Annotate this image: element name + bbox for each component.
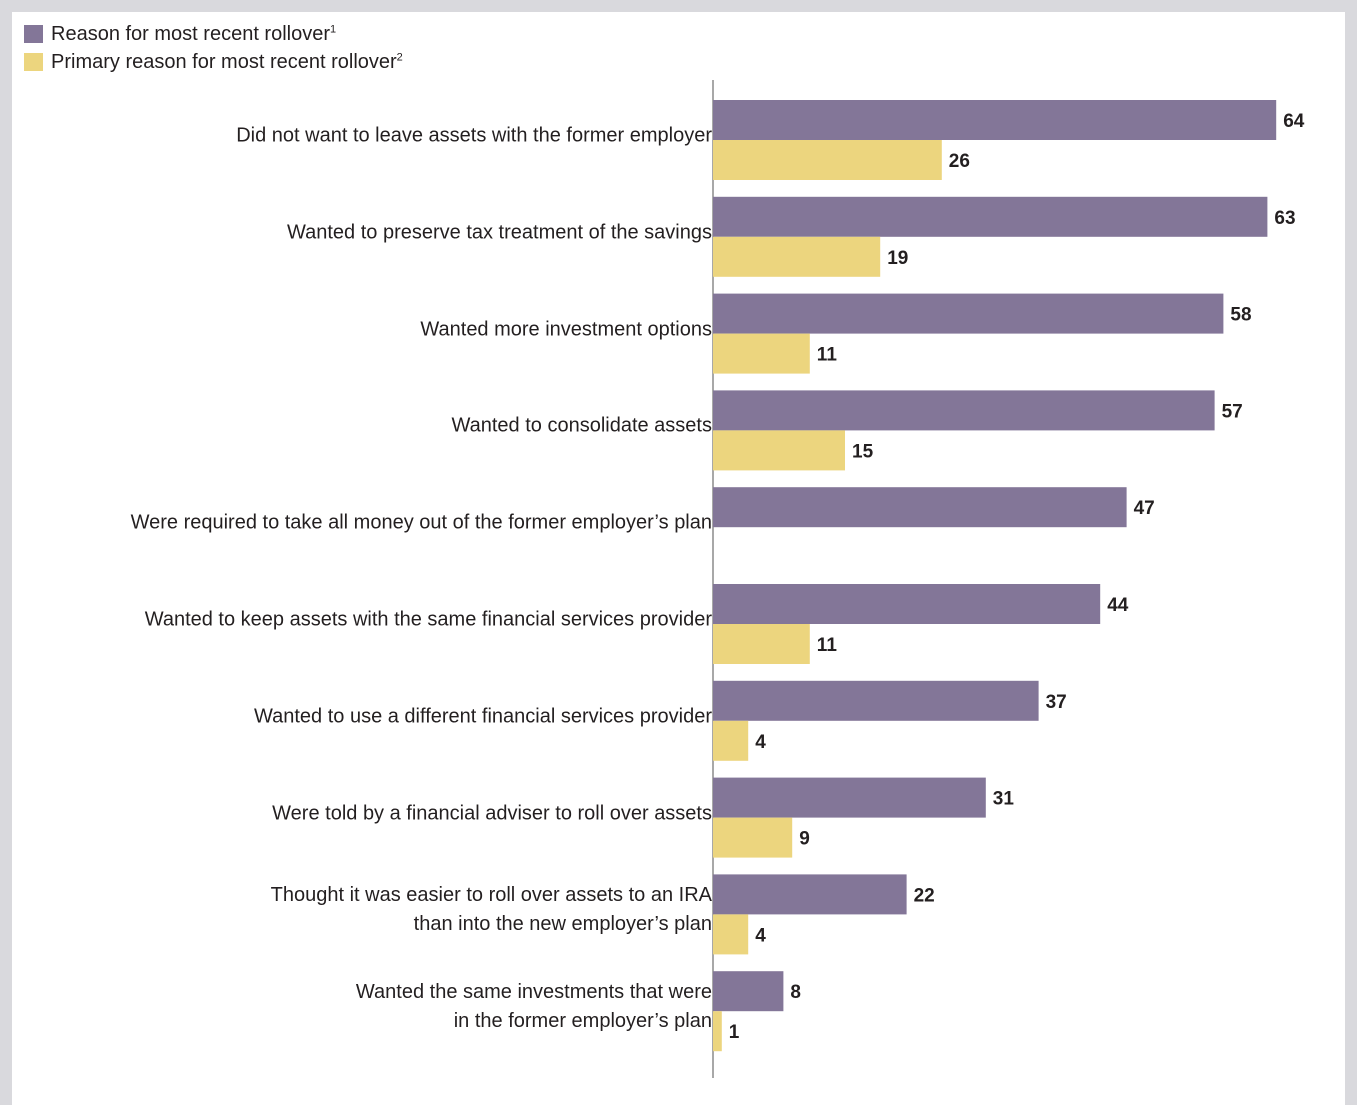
bar-primary-reason bbox=[713, 430, 845, 471]
value-label-primary-reason: 11 bbox=[817, 635, 838, 656]
category-label: Thought it was easier to roll over asset… bbox=[270, 884, 712, 936]
legend-item-primary-reason: Primary reason for most recent rollover2 bbox=[24, 48, 403, 76]
legend-label-reason: Reason for most recent rollover1 bbox=[51, 22, 337, 45]
chart-panel bbox=[12, 12, 1345, 1105]
value-label-primary-reason: 4 bbox=[755, 925, 766, 946]
bar-reason bbox=[713, 100, 1277, 140]
value-label-primary-reason: 1 bbox=[729, 1022, 740, 1043]
value-label-reason: 58 bbox=[1230, 305, 1251, 326]
bar-primary-reason bbox=[713, 817, 793, 858]
value-label-reason: 22 bbox=[914, 885, 935, 906]
legend: Reason for most recent rollover1 Primary… bbox=[24, 20, 403, 76]
value-label-primary-reason: 4 bbox=[755, 732, 766, 753]
bar-reason bbox=[713, 390, 1215, 431]
category-label: Wanted to keep assets with the same fina… bbox=[144, 608, 712, 631]
category-label: Wanted more investment options bbox=[420, 318, 712, 341]
category-label: Wanted to consolidate assets bbox=[451, 414, 712, 437]
category-label: Wanted to use a different financial serv… bbox=[253, 705, 712, 728]
category-label: Did not want to leave assets with the fo… bbox=[236, 124, 712, 147]
bar-reason bbox=[713, 680, 1039, 721]
legend-label-primary-reason: Primary reason for most recent rollover2 bbox=[51, 50, 403, 73]
bar-reason bbox=[713, 874, 907, 915]
value-label-reason: 47 bbox=[1134, 498, 1155, 519]
bar-reason bbox=[713, 293, 1224, 334]
bar-reason bbox=[713, 584, 1101, 624]
legend-swatch-primary-reason bbox=[24, 53, 43, 71]
bar-primary-reason bbox=[713, 720, 749, 761]
value-label-reason: 37 bbox=[1046, 692, 1067, 713]
value-label-reason: 31 bbox=[993, 789, 1015, 810]
value-label-primary-reason: 9 bbox=[799, 829, 810, 850]
value-label-primary-reason: 11 bbox=[817, 345, 838, 366]
bar-primary-reason bbox=[713, 140, 942, 180]
value-label-reason: 64 bbox=[1283, 111, 1305, 132]
category-label: Were required to take all money out of t… bbox=[130, 511, 712, 534]
bar-reason bbox=[713, 971, 784, 1012]
bar-reason bbox=[713, 487, 1127, 528]
value-label-primary-reason: 26 bbox=[949, 151, 970, 172]
value-label-reason: 57 bbox=[1222, 401, 1243, 422]
category-label: Wanted the same investments that were in … bbox=[355, 981, 712, 1033]
bar-primary-reason bbox=[713, 1011, 722, 1052]
bar-primary-reason bbox=[713, 914, 749, 955]
category-label: Were told by a financial adviser to roll… bbox=[272, 802, 712, 825]
legend-swatch-reason bbox=[24, 25, 43, 43]
value-label-primary-reason: 15 bbox=[852, 441, 874, 462]
bar-reason bbox=[713, 196, 1268, 237]
bar-primary-reason bbox=[713, 624, 810, 664]
bar-reason bbox=[713, 777, 986, 818]
legend-item-reason: Reason for most recent rollover1 bbox=[24, 20, 403, 48]
value-label-reason: 63 bbox=[1274, 208, 1295, 229]
category-label: Wanted to preserve tax treatment of the … bbox=[286, 221, 712, 244]
value-label-reason: 8 bbox=[790, 982, 801, 1003]
bar-primary-reason bbox=[713, 333, 810, 374]
value-label-reason: 44 bbox=[1107, 595, 1129, 616]
value-label-primary-reason: 19 bbox=[887, 248, 908, 269]
bar-primary-reason bbox=[713, 236, 881, 277]
